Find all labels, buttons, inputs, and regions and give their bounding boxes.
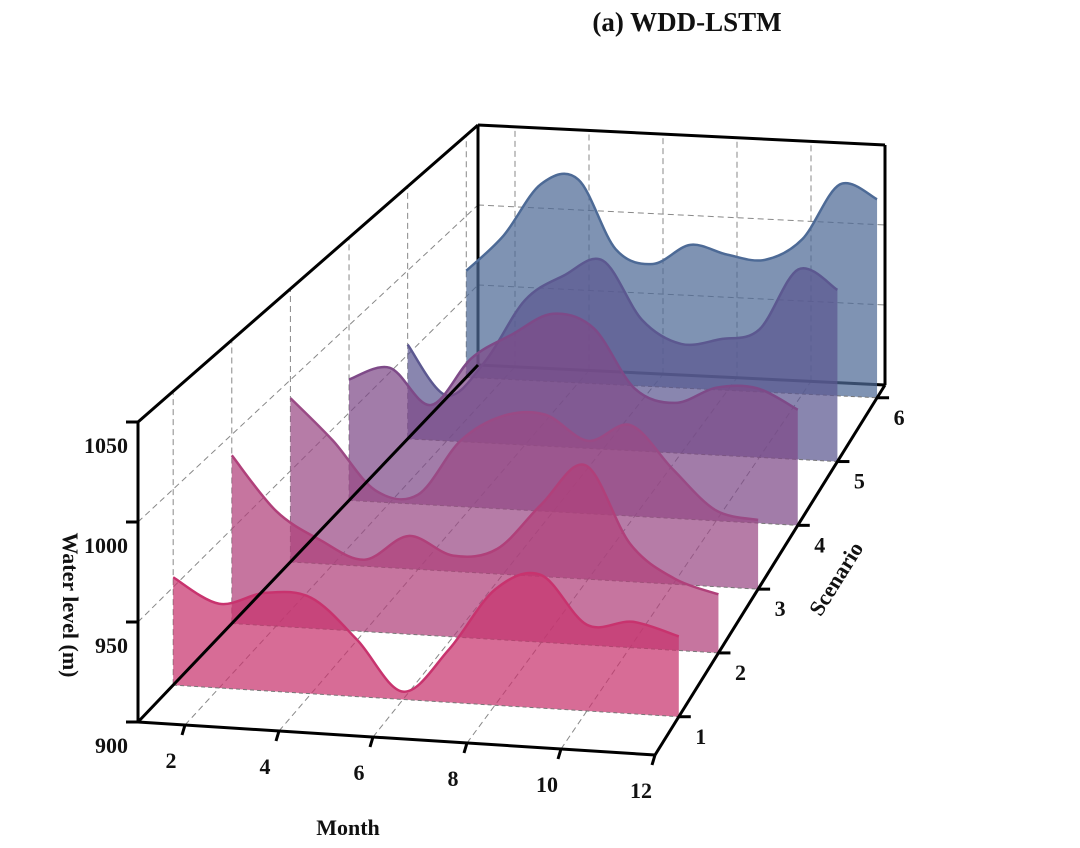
ridge-line <box>465 172 878 272</box>
x-tick-label: 6 <box>354 760 365 785</box>
y-tick-label: 1 <box>695 724 706 749</box>
x-tick <box>650 754 657 766</box>
x-tick-label: 12 <box>630 778 652 803</box>
y-tick-label: 2 <box>735 660 746 685</box>
x-tick-label: 2 <box>166 748 177 773</box>
axis-edge <box>653 384 887 756</box>
z-tick-label: 950 <box>95 633 128 658</box>
ridge-area <box>231 455 719 653</box>
x-tick-label: 8 <box>448 766 459 791</box>
x-tick-label: 4 <box>260 754 271 779</box>
x-tick <box>274 730 281 742</box>
z-tick-label: 1050 <box>84 433 128 458</box>
y-tick-label: 4 <box>814 532 825 557</box>
axis-edge <box>137 720 656 757</box>
ridge-area <box>173 572 679 717</box>
grid-line <box>137 204 479 523</box>
chart-title: (a) WDD-LSTM <box>592 7 781 37</box>
z-axis-label: Water level (m) <box>58 533 83 678</box>
x-tick <box>556 748 563 760</box>
ridge-line <box>172 571 680 693</box>
ridge-base <box>173 684 679 718</box>
y-tick-label: 6 <box>894 405 905 430</box>
axis-edge <box>136 363 480 724</box>
axis-edge <box>477 123 886 147</box>
z-tick-label: 900 <box>95 733 128 758</box>
x-axis-label: Month <box>316 815 380 840</box>
grid-line <box>477 204 886 226</box>
x-tick <box>462 742 469 754</box>
y-tick-label: 5 <box>854 469 865 494</box>
ridge-line <box>289 397 759 522</box>
axis-edge <box>137 123 479 424</box>
ridge-line <box>348 312 799 411</box>
x-tick <box>180 724 187 736</box>
y-tick-label: 3 <box>775 596 786 621</box>
x-tick <box>368 736 375 748</box>
z-tick-label: 1000 <box>84 533 128 558</box>
x-tick-label: 10 <box>536 772 558 797</box>
